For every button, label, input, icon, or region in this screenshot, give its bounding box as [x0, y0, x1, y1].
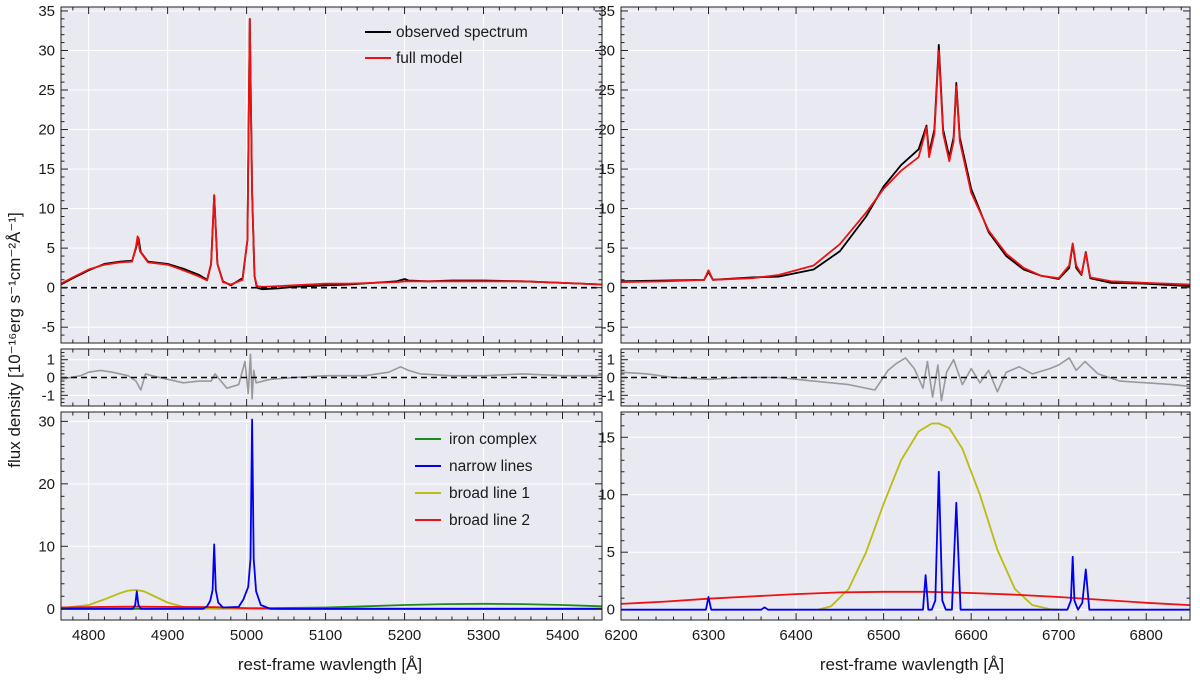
panel-frame — [60, 411, 603, 621]
y-tick-label: 10 — [38, 201, 55, 218]
y-tick-label: 20 — [38, 476, 55, 493]
plot-area — [61, 17, 602, 291]
y-tick-label: 10 — [598, 487, 615, 504]
panel-frame — [60, 6, 603, 344]
panel-top-right: -5 0 5 10 15 20 25 30 35 — [598, 3, 1191, 344]
y-axis-label: flux density [10⁻¹⁶erg s⁻¹cm⁻²Å⁻¹] — [5, 212, 24, 467]
panel-background — [61, 7, 602, 343]
series-residual — [621, 357, 1190, 402]
legend-narrow-label: narrow lines — [449, 458, 533, 475]
y-tick-label: 0 — [607, 370, 615, 387]
series-broad-line-2 — [621, 590, 1190, 606]
panel-frame — [620, 6, 1191, 344]
panel-background — [621, 412, 1190, 620]
y-tick-label: 0 — [607, 602, 615, 619]
series-narrow-lines — [61, 418, 602, 610]
legend-broad1-label: broad line 1 — [449, 485, 530, 502]
x-tick-label: 6400 — [779, 627, 812, 644]
series-narrow-lines — [621, 470, 1190, 611]
x-tick-label: 6500 — [867, 627, 900, 644]
y-tick-label: 0 — [47, 370, 55, 387]
y-tick-label: 15 — [598, 161, 615, 178]
y-tick-label: 35 — [38, 3, 55, 20]
y-tick-label: 30 — [38, 413, 55, 430]
y-tick-label: 5 — [607, 544, 615, 561]
panel-middle-right: -101 — [602, 348, 1191, 407]
x-tick-label: 4800 — [72, 627, 105, 644]
y-tick-label: 15 — [38, 161, 55, 178]
panel-top-left: -5 0 5 10 15 20 25 30 35 — [38, 3, 603, 344]
y-tick-label: 30 — [598, 42, 615, 59]
x-tick-label: 6200 — [604, 627, 637, 644]
plot-area — [61, 418, 602, 610]
y-tick-label: -5 — [602, 319, 615, 336]
series-full-model — [61, 17, 602, 288]
panel-background — [621, 7, 1190, 343]
plot-area — [61, 353, 602, 400]
plot-area — [621, 44, 1190, 289]
x-axis-label-left: rest-frame wavlength [Å] — [238, 655, 422, 674]
panel-middle-left: -101 — [42, 348, 603, 407]
legend-top: observed spectrum full model — [365, 24, 528, 67]
y-tick-label: 1 — [607, 352, 615, 369]
y-tick-label: 35 — [598, 3, 615, 20]
y-tick-label: -1 — [42, 387, 55, 404]
x-tick-label: 6800 — [1130, 627, 1163, 644]
y-tick-label: 1 — [47, 352, 55, 369]
y-tick-label: 30 — [38, 42, 55, 59]
y-tick-label: -5 — [42, 319, 55, 336]
x-tick-label: 4900 — [151, 627, 184, 644]
x-tick-label: 5000 — [230, 627, 263, 644]
y-tick-label: 15 — [598, 429, 615, 446]
y-tick-label: 5 — [47, 240, 55, 257]
y-tick-label: 0 — [47, 280, 55, 297]
panel-background — [61, 412, 602, 620]
x-tick-label: 5200 — [388, 627, 421, 644]
y-tick-label: 5 — [607, 240, 615, 257]
legend-iron-label: iron complex — [449, 431, 537, 448]
plot-area — [621, 422, 1190, 611]
x-tick-label: 5300 — [467, 627, 500, 644]
x-axis-label-right: rest-frame wavlength [Å] — [820, 655, 1004, 674]
plot-area — [621, 357, 1190, 402]
panel-bottom-right: 0 5 10 15 6200 6300 6400 6500 6600 6700 6800 — [598, 411, 1191, 644]
y-tick-label: 25 — [598, 82, 615, 99]
y-tick-label: 25 — [38, 82, 55, 99]
legend-observed-label: observed spectrum — [396, 24, 528, 41]
y-tick-label: -1 — [602, 387, 615, 404]
legend-broad2-label: broad line 2 — [449, 512, 530, 529]
y-tick-label: 10 — [38, 538, 55, 555]
series-full-model — [621, 49, 1190, 286]
x-tick-label: 6600 — [954, 627, 987, 644]
y-tick-label: 0 — [47, 601, 55, 618]
y-tick-label: 0 — [607, 280, 615, 297]
y-tick-label: 20 — [38, 122, 55, 139]
y-tick-label: 20 — [598, 122, 615, 139]
x-tick-label: 5100 — [309, 627, 342, 644]
x-tick-label: 5400 — [546, 627, 579, 644]
panel-bottom-left: 0 10 20 30 4800 4900 5000 5100 5200 5300 5400 — [38, 411, 603, 644]
panel-frame — [620, 411, 1191, 621]
x-tick-label: 6700 — [1042, 627, 1075, 644]
x-tick-label: 6300 — [692, 627, 725, 644]
legend-bottom: iron complex narrow lines broad line 1 b… — [415, 431, 537, 529]
y-tick-label: 10 — [598, 201, 615, 218]
legend-model-label: full model — [396, 50, 462, 67]
